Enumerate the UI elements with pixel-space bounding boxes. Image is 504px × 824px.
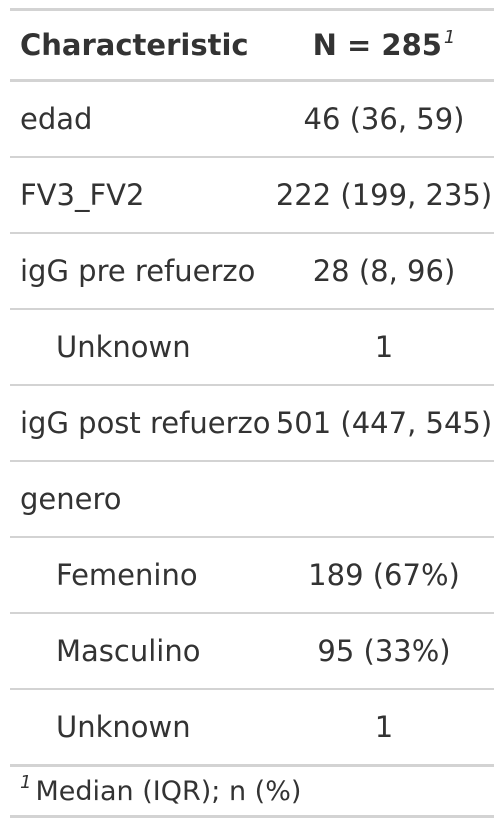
row-label: Masculino bbox=[56, 634, 201, 668]
row-value: 222 (199, 235) bbox=[275, 178, 493, 212]
table-row-femenino: Femenino 189 (67%) bbox=[10, 538, 494, 614]
row-label: igG pre refuerzo bbox=[20, 254, 256, 288]
row-value: 501 (447, 545) bbox=[275, 406, 493, 440]
table-row-igg-pre: igG pre refuerzo 28 (8, 96) bbox=[10, 234, 494, 310]
table-footnote: 1 Median (IQR); n (%) bbox=[10, 767, 494, 818]
row-label: Unknown bbox=[56, 330, 191, 364]
row-label: edad bbox=[20, 102, 93, 136]
header-n-label: N = 285 bbox=[312, 28, 442, 62]
table-row-igg-post: igG post refuerzo 501 (447, 545) bbox=[10, 386, 494, 462]
header-footnote-marker: 1 bbox=[443, 27, 456, 48]
table-row-genero: genero bbox=[10, 462, 494, 538]
table-row-igg-pre-unknown: Unknown 1 bbox=[10, 310, 494, 386]
table-header-row: Characteristic N = 285 1 bbox=[10, 11, 494, 82]
footnote-line: 1 Median (IQR); n (%) bbox=[20, 767, 301, 817]
table-row-fv3-fv2: FV3_FV2 222 (199, 235) bbox=[10, 158, 494, 234]
summary-table: Characteristic N = 285 1 edad 46 (36, 59)… bbox=[10, 8, 494, 818]
row-label: igG post refuerzo bbox=[20, 406, 271, 440]
footnote-marker: 1 bbox=[20, 772, 32, 793]
table-row-genero-unknown: Unknown 1 bbox=[10, 690, 494, 767]
row-label: Unknown bbox=[56, 710, 191, 744]
row-value: 28 (8, 96) bbox=[312, 254, 456, 288]
table-row-masculino: Masculino 95 (33%) bbox=[10, 614, 494, 690]
row-value: 1 bbox=[374, 710, 394, 744]
header-n: N = 285 1 bbox=[268, 11, 500, 79]
row-label: Femenino bbox=[56, 558, 198, 592]
footnote-text: Median (IQR); n (%) bbox=[35, 776, 302, 807]
table-top-border bbox=[10, 8, 494, 11]
row-value: 1 bbox=[374, 330, 394, 364]
header-characteristic: Characteristic bbox=[20, 28, 249, 62]
table-row-edad: edad 46 (36, 59) bbox=[10, 82, 494, 158]
row-value: 46 (36, 59) bbox=[303, 102, 465, 136]
row-label: genero bbox=[20, 482, 122, 516]
row-value: 189 (67%) bbox=[308, 558, 460, 592]
row-value: 95 (33%) bbox=[317, 634, 451, 668]
row-label: FV3_FV2 bbox=[20, 178, 145, 212]
